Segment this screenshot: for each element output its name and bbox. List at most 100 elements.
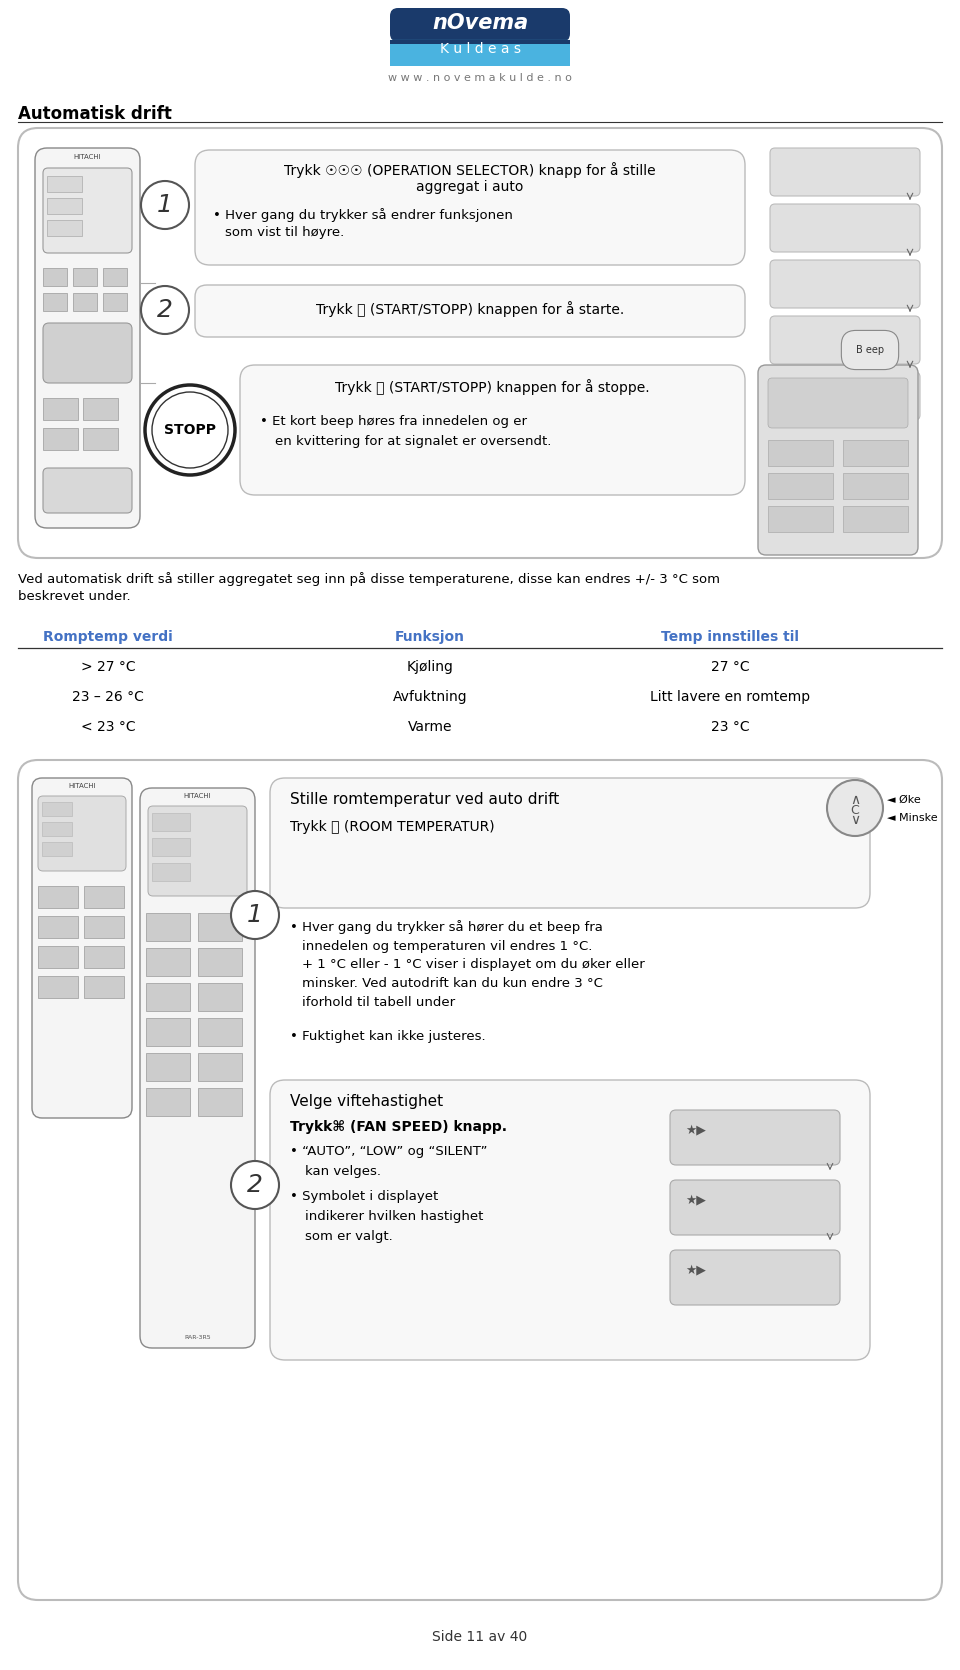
Text: Trykk⌘ (FAN SPEED) knapp.: Trykk⌘ (FAN SPEED) knapp. [290, 1121, 507, 1134]
Bar [768, 473, 833, 499]
FancyBboxPatch shape [670, 1181, 840, 1236]
Text: Litt lavere en romtemp: Litt lavere en romtemp [650, 690, 810, 705]
FancyBboxPatch shape [390, 8, 570, 42]
Text: C: C [851, 803, 859, 817]
FancyBboxPatch shape [148, 807, 247, 897]
Text: ★▶: ★▶ [685, 1194, 706, 1207]
FancyBboxPatch shape [770, 204, 920, 252]
FancyBboxPatch shape [195, 286, 745, 337]
Bar [84, 945, 124, 969]
Text: + 1 °C eller - 1 °C viser i displayet om du øker eller: + 1 °C eller - 1 °C viser i displayet om… [302, 959, 645, 970]
Text: 23 °C: 23 °C [710, 720, 750, 735]
FancyBboxPatch shape [43, 468, 132, 513]
Text: indikerer hvilken hastighet: indikerer hvilken hastighet [305, 1211, 484, 1222]
Bar [47, 220, 82, 235]
Text: • “AUTO”, “LOW” og “SILENT”: • “AUTO”, “LOW” og “SILENT” [290, 1146, 488, 1157]
Bar [146, 913, 190, 940]
Bar [198, 1019, 242, 1045]
Bar [43, 267, 67, 286]
Text: Trykk Ⓢ (ROOM TEMPERATUR): Trykk Ⓢ (ROOM TEMPERATUR) [290, 820, 494, 833]
Bar [38, 975, 78, 999]
Bar [198, 949, 242, 975]
Bar [768, 506, 833, 533]
Bar [83, 397, 118, 419]
Bar [84, 975, 124, 999]
Bar [198, 1087, 242, 1116]
Text: HITACHI: HITACHI [68, 783, 96, 788]
Circle shape [145, 386, 235, 474]
Bar [146, 1054, 190, 1080]
Text: B eep: B eep [856, 346, 884, 356]
FancyBboxPatch shape [670, 1251, 840, 1304]
Text: Trykk Ⓢ (START/STOPP) knappen for å stoppe.: Trykk Ⓢ (START/STOPP) knappen for å stop… [335, 379, 650, 394]
Bar [73, 292, 97, 311]
Bar [198, 913, 242, 940]
Bar [843, 506, 908, 533]
Text: > 27 °C: > 27 °C [81, 660, 135, 675]
Bar [38, 945, 78, 969]
Bar [390, 40, 570, 43]
Bar [38, 917, 78, 939]
Text: Ved automatisk drift så stiller aggregatet seg inn på disse temperaturene, disse: Ved automatisk drift så stiller aggregat… [18, 573, 720, 586]
Text: < 23 °C: < 23 °C [81, 720, 135, 735]
Circle shape [231, 892, 279, 939]
Text: Trykk Ⓢ (START/STOPP) knappen for å starte.: Trykk Ⓢ (START/STOPP) knappen for å star… [316, 301, 624, 317]
FancyBboxPatch shape [43, 169, 132, 252]
Circle shape [231, 1161, 279, 1209]
Text: 2: 2 [247, 1172, 263, 1197]
Text: 23 – 26 °C: 23 – 26 °C [72, 690, 144, 705]
FancyBboxPatch shape [770, 261, 920, 307]
Text: som vist til høyre.: som vist til høyre. [225, 225, 345, 239]
Text: Trykk ☉☉☉ (OPERATION SELECTOR) knapp for å stille: Trykk ☉☉☉ (OPERATION SELECTOR) knapp for… [284, 162, 656, 179]
Circle shape [141, 180, 189, 229]
Text: 27 °C: 27 °C [710, 660, 750, 675]
Text: ◄ Minske: ◄ Minske [887, 813, 938, 823]
Bar [103, 292, 127, 311]
Text: HITACHI: HITACHI [183, 793, 211, 798]
Bar [198, 1054, 242, 1080]
Bar [47, 175, 82, 192]
Bar [43, 428, 78, 449]
FancyBboxPatch shape [32, 778, 132, 1117]
Text: 2: 2 [157, 297, 173, 322]
Bar [103, 267, 127, 286]
FancyBboxPatch shape [758, 366, 918, 554]
Text: aggregat i auto: aggregat i auto [417, 180, 524, 194]
Bar [83, 428, 118, 449]
Circle shape [827, 780, 883, 837]
Text: innedelen og temperaturen vil endres 1 °C.: innedelen og temperaturen vil endres 1 °… [302, 940, 592, 954]
Text: beskrevet under.: beskrevet under. [18, 590, 131, 603]
Text: Funksjon: Funksjon [395, 630, 465, 645]
Text: ∧: ∧ [850, 793, 860, 807]
Bar [43, 397, 78, 419]
Bar [198, 984, 242, 1010]
Text: Avfuktning: Avfuktning [393, 690, 468, 705]
FancyBboxPatch shape [770, 149, 920, 195]
Text: en kvittering for at signalet er oversendt.: en kvittering for at signalet er oversen… [275, 434, 551, 448]
FancyBboxPatch shape [240, 366, 745, 494]
Text: • Symbolet i displayet: • Symbolet i displayet [290, 1191, 439, 1202]
Text: STOPP: STOPP [164, 423, 216, 438]
Text: • Et kort beep høres fra innedelen og er: • Et kort beep høres fra innedelen og er [260, 416, 527, 428]
Bar [43, 292, 67, 311]
FancyBboxPatch shape [140, 788, 255, 1348]
Text: • Fuktighet kan ikke justeres.: • Fuktighet kan ikke justeres. [290, 1030, 486, 1044]
Bar [146, 984, 190, 1010]
Bar [146, 1087, 190, 1116]
Text: RAR-3R5: RAR-3R5 [184, 1334, 211, 1339]
Text: 1: 1 [247, 903, 263, 927]
Text: Varme: Varme [408, 720, 452, 735]
Bar [152, 863, 190, 882]
FancyBboxPatch shape [390, 40, 570, 67]
Text: Kjøling: Kjøling [407, 660, 453, 675]
Text: Stille romtemperatur ved auto drift: Stille romtemperatur ved auto drift [290, 792, 560, 807]
Bar [42, 842, 72, 857]
Bar [38, 887, 78, 908]
Text: kan velges.: kan velges. [305, 1166, 381, 1177]
Text: som er valgt.: som er valgt. [305, 1231, 393, 1242]
FancyBboxPatch shape [35, 149, 140, 528]
Text: Automatisk drift: Automatisk drift [18, 105, 172, 124]
Bar [843, 473, 908, 499]
Bar [152, 813, 190, 832]
Bar [146, 949, 190, 975]
